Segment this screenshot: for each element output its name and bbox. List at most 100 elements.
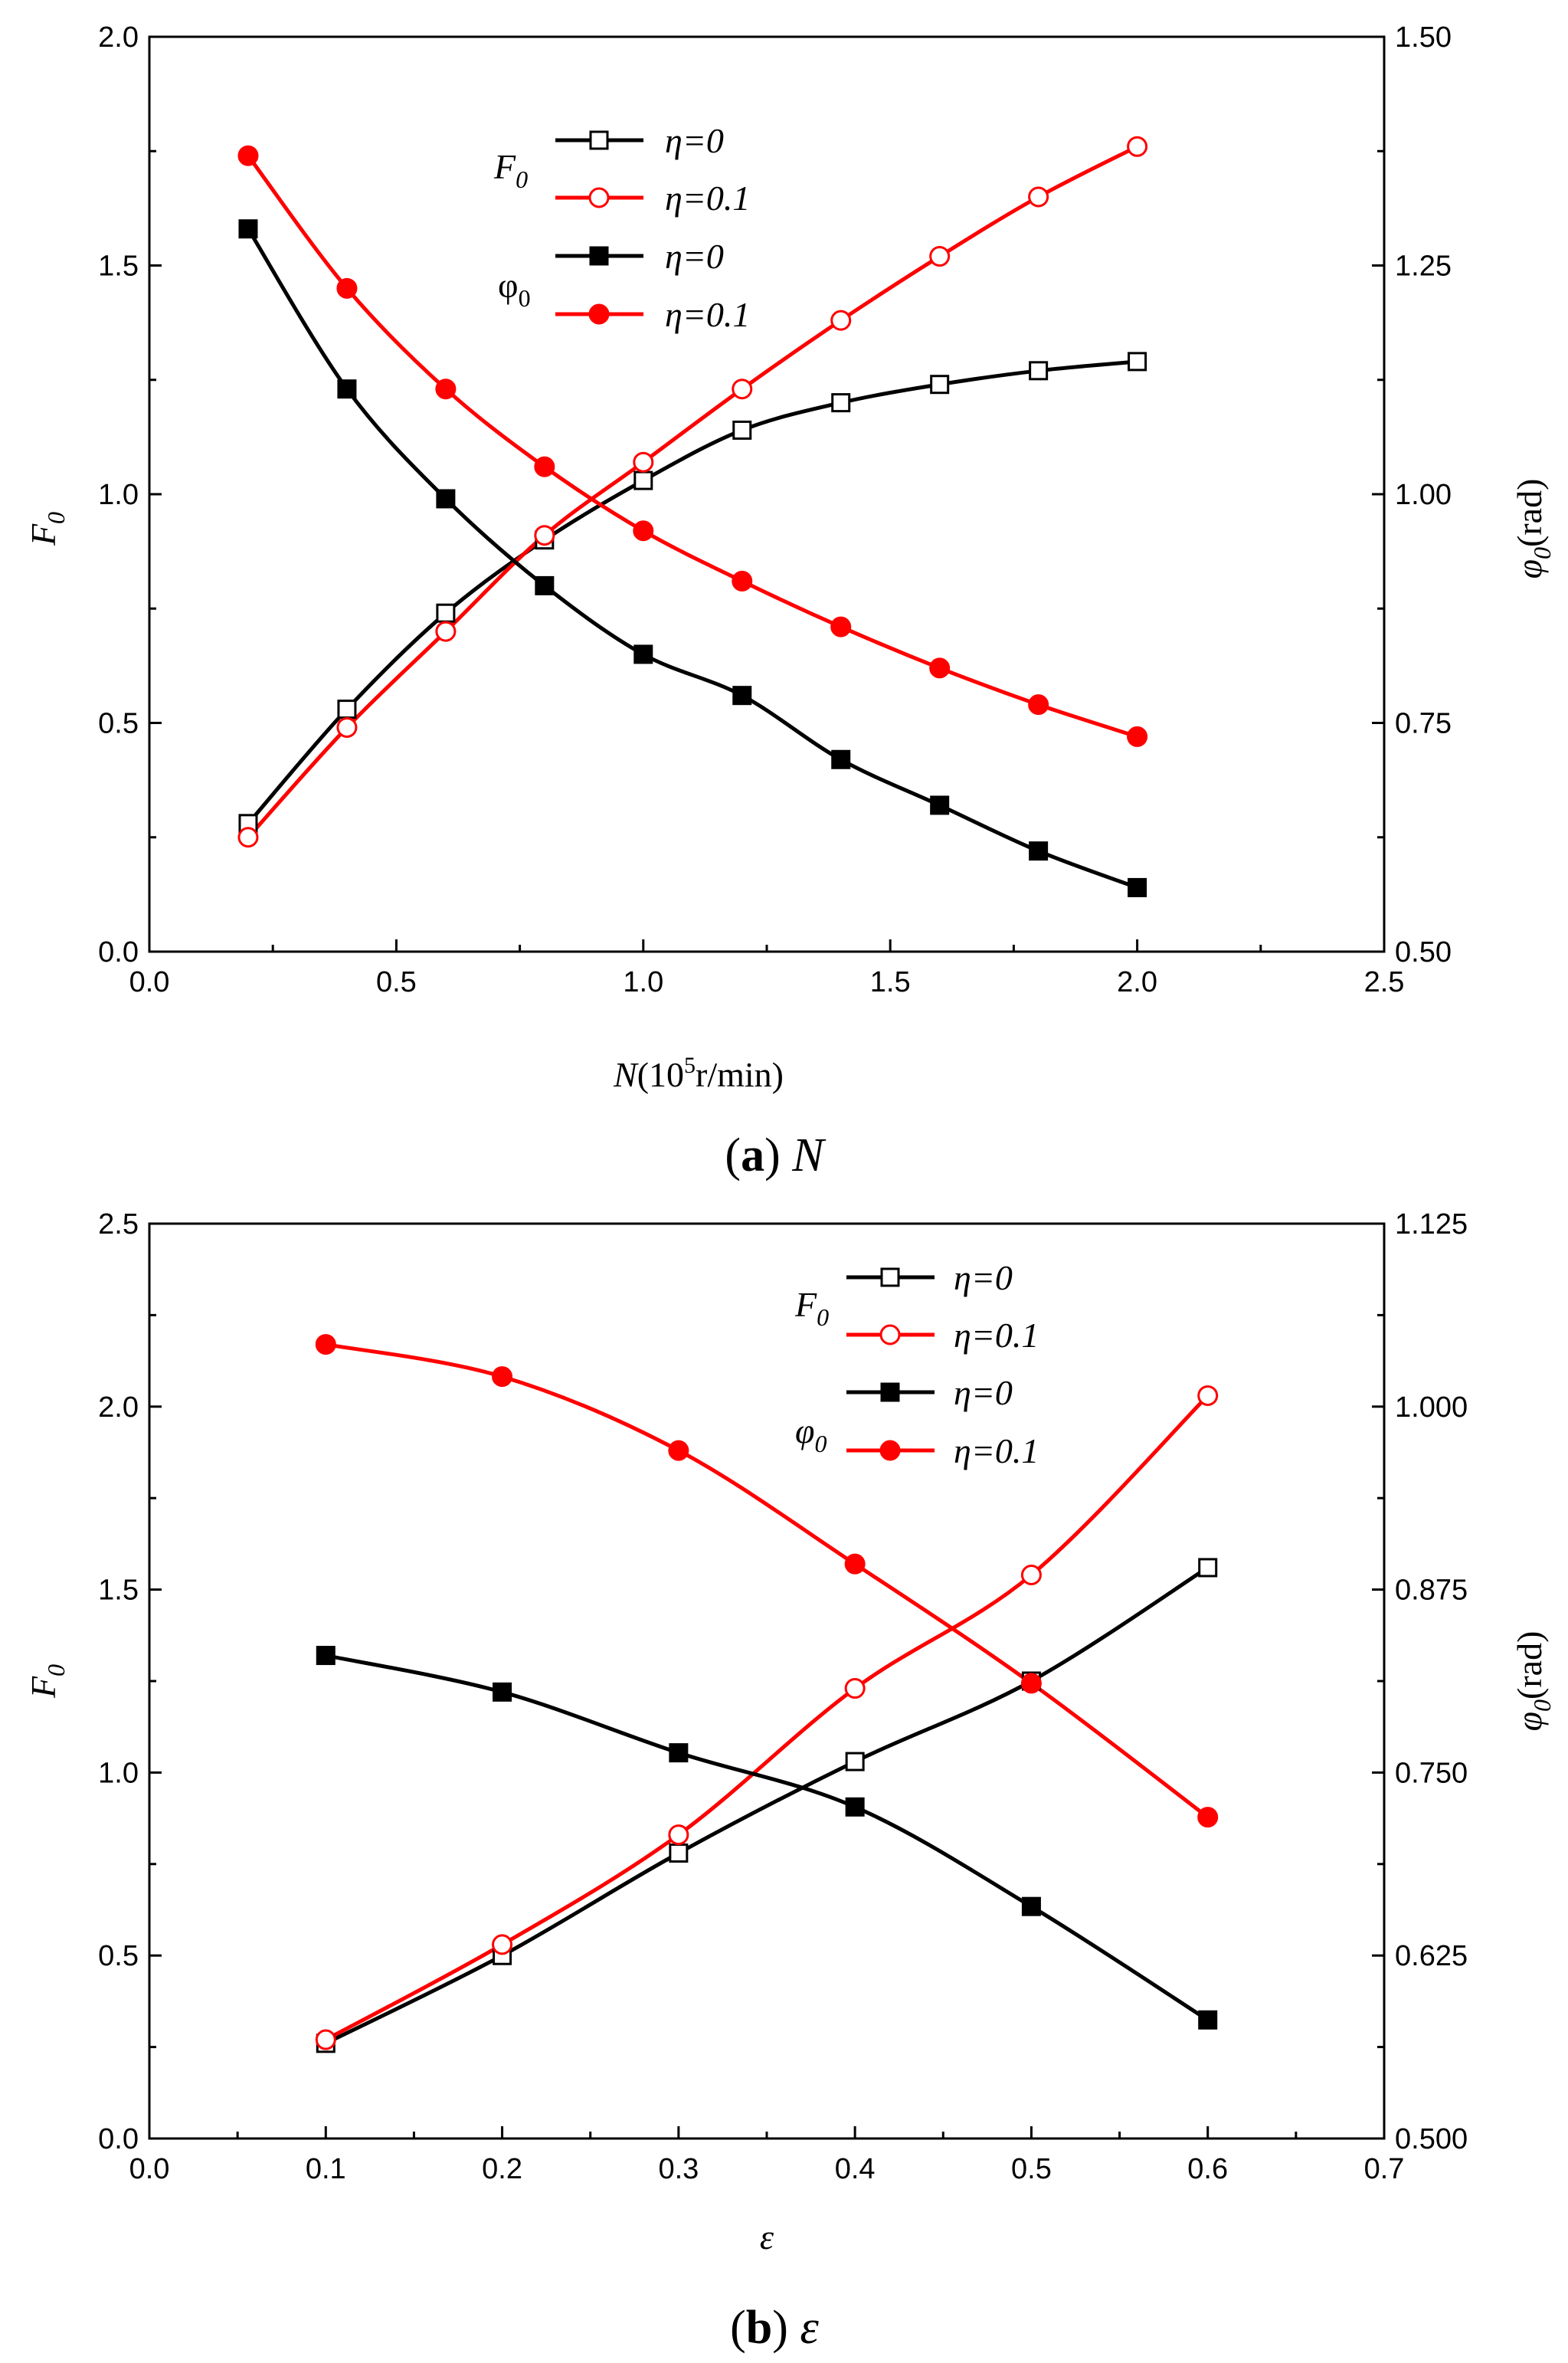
data-point-φ0-0: [831, 749, 851, 769]
y-right-tick-label: 0.500: [1395, 2123, 1468, 2155]
legend-phi0-sub-a: 0: [519, 284, 531, 312]
data-point-φ0-01: [1028, 694, 1049, 716]
series-line-φ0-0: [246, 228, 1138, 890]
legend-marker-circle-open-icon: [879, 1324, 901, 1345]
data-point-f0-01: [534, 525, 555, 546]
series-group-a: [237, 136, 1148, 897]
data-point-φ0-01: [668, 1440, 689, 1461]
x-tick-label: 0.0: [129, 966, 170, 998]
legend-label-f0-eta01-b: η=0.1: [954, 1316, 1039, 1355]
series-line-f0-0: [247, 359, 1138, 825]
plot-frame-a: [148, 35, 1386, 953]
svg-text:F0: F0: [493, 147, 528, 193]
y-left-tick-label: 0.5: [98, 708, 139, 740]
data-point-f0-01: [1028, 186, 1049, 208]
x-tick-label: 0.5: [376, 966, 417, 998]
y-right-sub-b: 0: [1528, 1699, 1556, 1712]
data-point-f0-01: [830, 310, 852, 331]
data-point-φ0-0: [436, 489, 456, 509]
data-point-φ0-01: [732, 570, 753, 592]
legend-phi0-sub-b: 0: [814, 1430, 827, 1457]
axis-ticks-b: 0.0 0.1 0.2 0.3 0.4 0.5 0.6 0.7 0.0 0.5 1.0 1.5 2.0 2…: [98, 1208, 1468, 2185]
data-point-φ0-0: [1029, 841, 1049, 861]
y-left-tick-label: 1.0: [98, 479, 139, 511]
data-point-φ0-01: [830, 616, 852, 637]
series-line-φ0-01: [325, 1342, 1210, 1819]
x-axis-base-a: (10: [637, 1055, 684, 1094]
data-point-f0-0: [845, 1752, 865, 1771]
y-right-tick-label: 0.75: [1395, 708, 1452, 740]
data-point-f0-01: [1020, 1564, 1042, 1585]
legend-label-phi0-eta01-b: η=0.1: [954, 1431, 1039, 1470]
y-right-unit-b: (rad): [1510, 1631, 1549, 1699]
x-axis-sup-a: 5: [684, 1053, 696, 1078]
legend-label-phi0-eta0-b: η=0: [954, 1373, 1013, 1412]
data-point-φ0-0: [669, 1743, 689, 1763]
y-left-tick-label: 1.5: [98, 251, 139, 283]
series-line-f0-0: [325, 1565, 1210, 2046]
data-point-φ0-0: [493, 1682, 512, 1702]
x-tick-label: 0.6: [1187, 2153, 1228, 2185]
legend-entry-f0-eta0-a: η=0: [555, 121, 724, 160]
series-line-φ0-0: [325, 1653, 1210, 2022]
x-tick-label: 0.0: [129, 2153, 170, 2185]
data-point-φ0-0: [1128, 877, 1147, 897]
x-axis-label-b: ε: [760, 2217, 774, 2256]
legend-entry-f0-eta0-b: η=0: [846, 1258, 1013, 1297]
y-right-main-b: φ: [1510, 1712, 1549, 1731]
x-tick-label: 1.0: [623, 966, 663, 998]
legend-b: F0 φ0 η=0 η=0.1 η=0: [794, 1258, 1039, 1470]
legend-a: F0 φ0 η=0 η=0.1 η=0: [493, 121, 750, 334]
data-point-φ0-01: [534, 456, 555, 477]
y-right-tick-label: 0.875: [1395, 1575, 1468, 1607]
caption-var-a: N: [791, 1129, 827, 1182]
y-left-tick-label: 1.5: [98, 1575, 139, 1607]
legend-entry-phi0-eta01-b: η=0.1: [846, 1431, 1039, 1470]
legend-f0-sub-a: 0: [516, 166, 528, 193]
legend-marker-square-open-icon: [880, 1267, 900, 1287]
legend-marker-square-filled-icon: [589, 246, 609, 266]
data-point-f0-0: [669, 1843, 689, 1863]
svg-text:φ0: φ0: [498, 266, 531, 312]
data-point-f0-0: [1128, 352, 1147, 372]
x-tick-label: 2.5: [1364, 966, 1405, 998]
data-point-f0-0: [337, 700, 357, 719]
y-right-tick-label: 0.750: [1395, 1757, 1468, 1789]
data-point-φ0-0: [633, 644, 653, 664]
data-point-φ0-0: [845, 1797, 865, 1817]
y-left-main-b: F: [24, 1676, 63, 1699]
data-point-f0-01: [668, 1824, 689, 1846]
plot-frame-b: [148, 1222, 1386, 2140]
panel-b: 0.0 0.1 0.2 0.3 0.4 0.5 0.6 0.7 0.0 0.5 1.0 1.5 2.0 2…: [24, 1208, 1556, 2354]
y-left-main-a: F: [24, 523, 63, 546]
data-point-f0-01: [633, 451, 654, 473]
legend-marker-circle-filled-icon: [879, 1440, 901, 1461]
legend-entry-f0-eta01-a: η=0.1: [555, 179, 750, 218]
series-line-φ0-01: [246, 154, 1138, 739]
legend-entry-f0-eta01-b: η=0.1: [846, 1316, 1039, 1355]
y-left-tick-label: 0.0: [98, 2123, 139, 2155]
data-point-f0-0: [1198, 1558, 1218, 1578]
data-point-φ0-0: [930, 795, 950, 815]
x-tick-label: 0.3: [658, 2153, 699, 2185]
legend-f0-sub-b: 0: [817, 1303, 829, 1331]
data-point-f0-01: [237, 827, 259, 848]
y-left-tick-label: 2.0: [98, 21, 139, 54]
x-tick-label: 1.5: [870, 966, 911, 998]
legend-marker-square-filled-icon: [880, 1382, 900, 1402]
x-tick-label: 0.7: [1364, 2153, 1405, 2185]
data-point-φ0-0: [1021, 1896, 1041, 1916]
y-left-tick-label: 2.0: [98, 1391, 139, 1424]
legend-entry-phi0-eta0-a: η=0: [555, 237, 724, 276]
legend-group-label-f0-a: F0: [493, 147, 528, 193]
y-axis-right-label-b: φ0(rad): [1510, 1631, 1556, 1732]
y-left-sub-a: 0: [42, 512, 70, 524]
x-axis-var-b: ε: [760, 2217, 774, 2256]
data-point-φ0-01: [633, 520, 654, 542]
series-line-f0-01: [247, 145, 1138, 839]
x-axis-var-a: N: [613, 1055, 639, 1094]
legend-group-label-phi0-a: φ0: [498, 266, 531, 312]
data-point-φ0-01: [929, 657, 951, 679]
svg-text:φ0: φ0: [795, 1411, 827, 1457]
